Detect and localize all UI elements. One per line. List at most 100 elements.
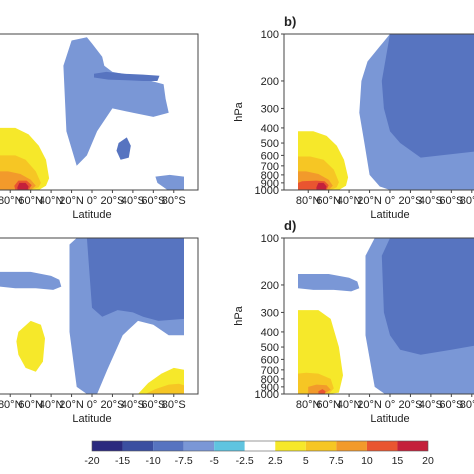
y-tick-label: 300: [261, 103, 279, 115]
x-tick-label: 60°N: [18, 195, 43, 207]
y-tick-label: 100: [261, 29, 279, 41]
colorbar-tick-label: -15: [115, 455, 130, 467]
x-tick-label: 40°S: [419, 195, 443, 207]
contour-region-2.5: [16, 320, 45, 372]
colorbar-swatch: [122, 441, 154, 451]
y-axis-title: hPa: [233, 101, 245, 121]
y-tick-label: 200: [261, 76, 279, 88]
y-tick-label: 800: [261, 170, 279, 182]
panel-label: b): [284, 14, 296, 29]
contour-region-10: [318, 389, 326, 394]
x-tick-label: 80°N: [0, 195, 23, 207]
x-tick-label: 60°N: [18, 399, 43, 411]
colorbar-tick-label: 5: [303, 455, 309, 467]
x-tick-label: 0°: [385, 195, 396, 207]
x-tick-label: 20°S: [100, 195, 124, 207]
panel-a: 80°N60°N40°N20°N 0° 20°S40°S60°S80°S Latitu…: [0, 33, 199, 221]
y-tick-label: 500: [261, 138, 279, 150]
panel-b: 80°N60°N40°N20°N0°20°S40°S60°S80°S Latitu…: [233, 14, 474, 221]
colorbar-swatch: [153, 441, 184, 451]
x-tick-label: 40°N: [337, 195, 362, 207]
y-tick-label: 600: [261, 150, 279, 162]
x-tick-label: 40°S: [419, 399, 443, 411]
contour-region--7.5: [94, 71, 160, 81]
x-tick-label: 60°N: [316, 195, 341, 207]
x-tick-label: 40°N: [39, 399, 64, 411]
y-tick-label: 300: [261, 307, 279, 319]
y-tick-label: 700: [261, 365, 279, 377]
y-tick-label: 900: [261, 382, 279, 394]
contour-region--7.5: [86, 238, 184, 321]
contour-region--5: [63, 37, 169, 166]
x-tick-label: 0°: [87, 195, 98, 207]
contour-region--7.5: [381, 238, 474, 355]
x-tick-label: 60°S: [439, 195, 463, 207]
panel-d: 80°N60°N40°N20°N0°20°S40°S60°S80°S Latitu…: [233, 218, 474, 425]
x-tick-label: 20°S: [100, 399, 124, 411]
colorbar-tick-label: -10: [145, 455, 160, 467]
x-tick-label: 80°S: [460, 399, 474, 411]
colorbar-swatch: [183, 441, 215, 451]
y-tick-label: 500: [261, 342, 279, 354]
x-tick-label: 60°S: [439, 399, 463, 411]
x-axis-title: Latitude: [370, 413, 409, 425]
x-tick-label: 40°S: [121, 399, 145, 411]
colorbar-tick-label: -2.5: [236, 455, 254, 467]
x-tick-label: 40°S: [121, 195, 145, 207]
colorbar-swatch: [397, 441, 428, 451]
colorbar-swatch: [244, 441, 276, 451]
colorbar-swatch: [214, 441, 245, 451]
contour-region--5: [0, 271, 62, 290]
y-tick-label: 200: [261, 280, 279, 292]
x-tick-label: 60°N: [316, 399, 341, 411]
x-tick-label: 20°N: [357, 399, 382, 411]
colorbar-tick-label: -7.5: [175, 455, 193, 467]
colorbar-tick-label: 20: [422, 455, 434, 467]
colorbar-swatch: [336, 441, 367, 451]
contour-region--7.5: [116, 137, 131, 160]
x-tick-label: 80°S: [162, 195, 186, 207]
y-tick-label: 400: [261, 327, 279, 339]
contour-region-15: [17, 182, 29, 190]
x-tick-label: 40°N: [337, 399, 362, 411]
x-tick-label: 20°N: [59, 195, 84, 207]
panel-c: 80°N60°N40°N20°N 0° 20°S40°S60°S80°S Latitu…: [0, 237, 199, 425]
contour-region--7.5: [381, 34, 474, 158]
colorbar-swatch: [275, 441, 306, 451]
contour-region-5: [145, 383, 184, 394]
colorbar-tick-label: 2.5: [268, 455, 283, 467]
colorbar-tick-label: 10: [361, 455, 373, 467]
x-tick-label: 20°N: [357, 195, 382, 207]
x-tick-label: 80°N: [0, 399, 23, 411]
y-tick-label: 700: [261, 161, 279, 173]
colorbar-tick-label: 7.5: [329, 455, 344, 467]
colorbar-tick-label: -5: [210, 455, 219, 467]
x-tick-label: 0°: [87, 399, 98, 411]
y-tick-label: 1000: [255, 389, 279, 401]
x-tick-label: 20°S: [398, 399, 422, 411]
x-tick-label: 80°S: [460, 195, 474, 207]
y-axis-title: hPa: [233, 305, 245, 325]
x-axis-title: Latitude: [72, 413, 111, 425]
colorbar-tick-label: -20: [84, 455, 99, 467]
y-tick-label: 400: [261, 123, 279, 135]
contour-region-15: [316, 182, 327, 190]
y-tick-label: 100: [261, 233, 279, 245]
panel-label: d): [284, 218, 296, 233]
x-tick-label: 60°S: [141, 399, 165, 411]
x-axis-title: Latitude: [370, 209, 409, 221]
x-tick-label: 80°N: [296, 195, 321, 207]
x-tick-label: 20°S: [398, 195, 422, 207]
x-tick-label: 20°N: [59, 399, 84, 411]
colorbar: -20 -15 -10 -7.5 -5 -2.5 2.5 5 7.5 10 15 20: [84, 440, 434, 467]
contour-region--5: [155, 174, 184, 190]
x-tick-label: 40°N: [39, 195, 64, 207]
y-tick-label: 900: [261, 178, 279, 190]
y-tick-label: 800: [261, 374, 279, 386]
colorbar-swatch: [305, 441, 337, 451]
contour-region--5: [298, 274, 360, 292]
x-tick-label: 80°S: [162, 399, 186, 411]
y-tick-label: 600: [261, 354, 279, 366]
x-tick-label: 80°N: [296, 399, 321, 411]
